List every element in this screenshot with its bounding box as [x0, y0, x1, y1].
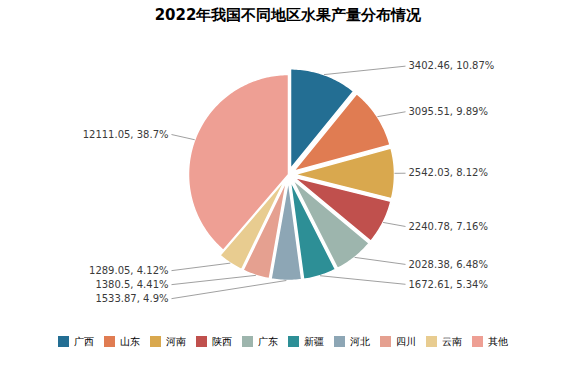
- html-text:广东: 广东: [258, 334, 278, 348]
- html-text:2022年我国不同地区水果产量分布情况: 2022年我国不同地区水果产量分布情况: [154, 6, 422, 24]
- svg-text:2542.03, 8.12%: 2542.03, 8.12%: [409, 167, 488, 178]
- html-text:其他: 其他: [488, 334, 508, 348]
- svg-text:2240.78, 7.16%: 2240.78, 7.16%: [409, 221, 488, 232]
- svg-text:3095.51, 9.89%: 3095.51, 9.89%: [409, 106, 488, 117]
- html-text:四川: 四川: [396, 334, 416, 348]
- html-text:新疆: 新疆: [304, 334, 324, 348]
- html-text:河北: 河北: [350, 334, 370, 348]
- svg-text:12111.05, 38.7%: 12111.05, 38.7%: [83, 129, 169, 140]
- svg-text:1289.05, 4.12%: 1289.05, 4.12%: [89, 265, 168, 276]
- svg-text:2028.38, 6.48%: 2028.38, 6.48%: [409, 259, 488, 270]
- html-text:河南: 河南: [166, 334, 186, 348]
- svg-text:1380.5, 4.41%: 1380.5, 4.41%: [95, 279, 168, 290]
- svg-text:1533.87, 4.9%: 1533.87, 4.9%: [95, 293, 168, 304]
- html-text:广西: 广西: [74, 334, 94, 348]
- html-text:云南: 云南: [442, 334, 462, 348]
- html-text:陕西: 陕西: [212, 334, 232, 348]
- svg-text:1672.61, 5.34%: 1672.61, 5.34%: [409, 279, 488, 290]
- svg-text:3402.46, 10.87%: 3402.46, 10.87%: [409, 60, 495, 71]
- html-text:山东: 山东: [120, 334, 140, 348]
